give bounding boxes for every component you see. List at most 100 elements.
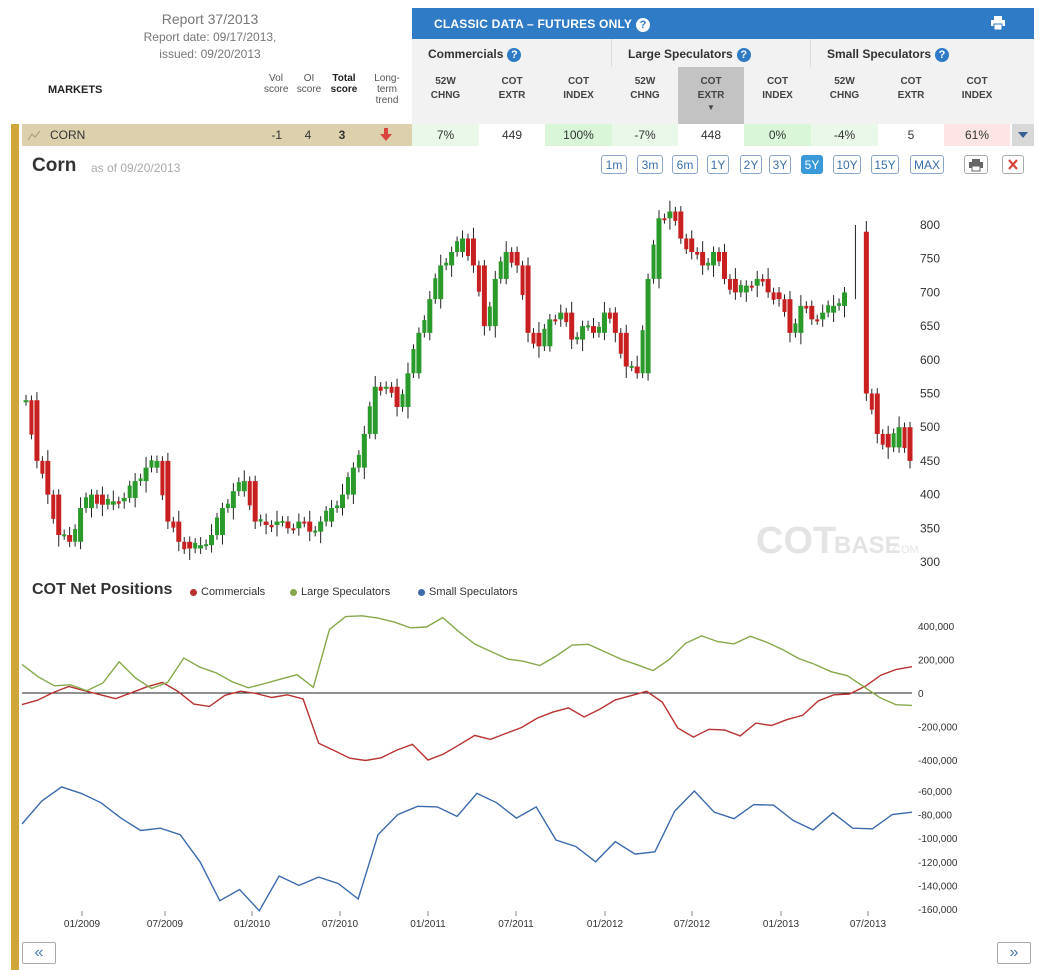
candle-body [361, 433, 367, 468]
price-tick-label: 700 [920, 285, 940, 299]
candle-body [575, 336, 580, 340]
comm-index-value: 100% [545, 124, 612, 146]
expand-dropdown-button[interactable] [1012, 124, 1034, 146]
help-icon[interactable]: ? [636, 17, 651, 32]
sort-desc-icon: ▼ [707, 103, 715, 112]
candle-body [329, 508, 335, 522]
range-button-1m[interactable]: 1m [601, 155, 627, 174]
candle-body [667, 211, 673, 219]
range-button-3y[interactable]: 3Y [769, 155, 791, 174]
candle-body [815, 319, 820, 322]
candle-body [34, 400, 40, 461]
candle-body [586, 325, 591, 328]
watermark-text: .COM [890, 544, 919, 556]
small-tick-label: -100,000 [918, 834, 958, 845]
vol-score: -1 [271, 128, 282, 142]
col-l2: INDEX [762, 90, 793, 101]
col-large-index[interactable]: COT INDEX [744, 67, 811, 124]
candle-body [405, 373, 411, 407]
next-button[interactable]: » [997, 942, 1031, 964]
prev-button[interactable]: « [22, 942, 56, 964]
range-button-2y[interactable]: 2Y [740, 155, 762, 174]
close-chart-button[interactable] [1002, 155, 1024, 174]
range-button-1y[interactable]: 1Y [707, 155, 729, 174]
vol-score-header[interactable]: Vol score [264, 73, 288, 95]
col-comm-index[interactable]: COT INDEX [545, 67, 612, 124]
markets-header: MARKETS [48, 84, 103, 96]
market-row-corn[interactable]: CORN -1 4 3 [22, 124, 412, 146]
candle-body [782, 299, 787, 312]
price-tick-label: 400 [920, 488, 940, 502]
candle-body [470, 238, 476, 266]
price-tick-label: 300 [920, 555, 940, 569]
candle-body [612, 312, 618, 333]
range-button-5y[interactable]: 5Y [801, 155, 823, 174]
help-icon[interactable]: ? [736, 47, 751, 62]
candle-body [765, 278, 771, 293]
comm-52w-value: 7% [412, 124, 479, 146]
candle-body [798, 305, 804, 333]
candle-body [885, 433, 891, 448]
range-button-10y[interactable]: 10Y [833, 155, 861, 174]
candle-body [651, 244, 656, 279]
col-large-52w[interactable]: 52W CHNG [612, 67, 678, 124]
legend-item[interactable]: Small Speculators [418, 586, 518, 598]
print-chart-button[interactable] [964, 155, 988, 174]
candle-body [350, 467, 356, 495]
series-line-commercials [21, 666, 913, 762]
price-tick-label: 350 [920, 521, 940, 535]
col-small-52w[interactable]: 52W CHNG [811, 67, 878, 124]
oi-score-header-l1: OI [303, 73, 315, 84]
range-button-15y[interactable]: 15Y [871, 155, 899, 174]
help-icon[interactable]: ? [507, 47, 522, 62]
candle-body [182, 541, 187, 550]
col-l2: CHNG [430, 90, 461, 101]
candle-body [455, 241, 460, 252]
candle-body [280, 520, 285, 523]
col-large-extr[interactable]: COT EXTR ▼ [678, 67, 744, 124]
candle-body [389, 386, 394, 393]
col-comm-extr[interactable]: COT EXTR [479, 67, 545, 124]
candle-body [831, 305, 837, 313]
col-small-index[interactable]: COT INDEX [944, 67, 1010, 124]
candle-body [591, 326, 597, 333]
long-term-trend-header[interactable]: Long- term trend [370, 73, 404, 106]
price-tick-label: 750 [920, 252, 940, 266]
col-comm-52w[interactable]: 52W CHNG [412, 67, 479, 124]
candle-body [907, 427, 913, 461]
chart-asof: as of 09/20/2013 [91, 161, 181, 175]
total-score-header[interactable]: Total score [329, 73, 359, 95]
candle-body [558, 312, 564, 320]
legend-item[interactable]: Commercials [190, 586, 265, 598]
small-lines [21, 786, 913, 912]
col-spacer [1010, 67, 1034, 124]
print-icon[interactable] [990, 16, 1006, 30]
oi-score-header[interactable]: OI score [296, 73, 322, 95]
small-52w-value: -4% [811, 124, 878, 146]
range-button-max[interactable]: MAX [910, 155, 944, 174]
candle-body [193, 542, 198, 549]
candle-body [411, 349, 416, 374]
range-button-6m[interactable]: 6m [672, 155, 698, 174]
net-tick-label: -200,000 [918, 723, 958, 734]
x-tick-label: 01/2010 [234, 919, 271, 930]
help-icon[interactable]: ? [935, 47, 950, 62]
candle-body [869, 393, 874, 410]
col-small-extr[interactable]: COT EXTR [878, 67, 944, 124]
col-l1: 52W [634, 76, 656, 87]
candle-body [460, 238, 466, 252]
range-button-3m[interactable]: 3m [637, 155, 663, 174]
candle-body [542, 328, 547, 347]
small-tick-label: -120,000 [918, 858, 958, 869]
col-l1: 52W [834, 76, 855, 87]
candle-body [165, 460, 171, 522]
candle-body [291, 528, 296, 531]
legend-item[interactable]: Large Speculators [290, 586, 390, 598]
candle-body [618, 332, 623, 354]
candle-body [880, 433, 885, 445]
candle-body [367, 406, 372, 434]
price-tick-label: 450 [920, 454, 940, 468]
candle-body [230, 491, 236, 509]
candle-body [56, 494, 62, 536]
col-l2: INDEX [563, 90, 594, 101]
